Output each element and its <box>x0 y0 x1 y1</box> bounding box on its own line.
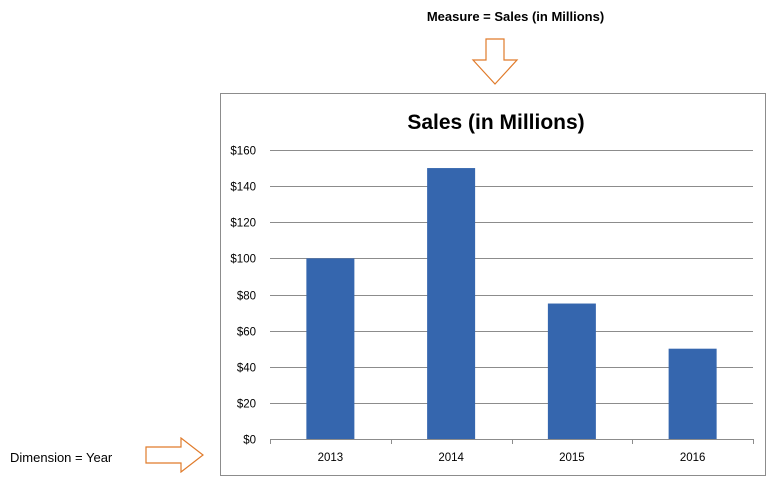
chart-frame: Sales (in Millions) $0 $20 $40 $60 $80 $100 $1… <box>220 93 766 476</box>
arrow-right-icon <box>145 437 204 473</box>
bar-series <box>306 168 717 439</box>
chart-title: Sales (in Millions) <box>407 111 584 134</box>
y-tick-label: $160 <box>230 146 256 158</box>
arrow-down-icon <box>471 38 519 85</box>
y-tick-label: $0 <box>243 435 256 447</box>
dimension-annotation: Dimension = Year <box>10 450 113 465</box>
y-axis-tick-labels: $0 $20 $40 $60 $80 $100 $120 $140 $160 <box>230 146 256 447</box>
measure-annotation: Measure = Sales (in Millions) <box>426 9 605 24</box>
bar-chart: Sales (in Millions) $0 $20 $40 $60 $80 $100 $1… <box>230 111 754 464</box>
x-tick-label: 2016 <box>680 452 706 464</box>
y-tick-label: $100 <box>230 254 256 266</box>
x-axis-tick-labels: 2013 2014 2015 2016 <box>318 452 706 464</box>
y-tick-label: $60 <box>237 327 256 339</box>
y-tick-label: $120 <box>230 218 256 230</box>
x-tick-label: 2015 <box>559 452 585 464</box>
y-tick-label: $20 <box>237 399 256 411</box>
bar-2013 <box>306 258 355 439</box>
bar-2014 <box>427 168 476 439</box>
y-tick-label: $140 <box>230 182 256 194</box>
bar-2016 <box>668 348 717 439</box>
y-tick-label: $40 <box>237 363 256 375</box>
bar-2015 <box>547 303 596 439</box>
x-tick-label: 2013 <box>318 452 344 464</box>
x-tick-label: 2014 <box>438 452 464 464</box>
y-tick-label: $80 <box>237 291 256 303</box>
